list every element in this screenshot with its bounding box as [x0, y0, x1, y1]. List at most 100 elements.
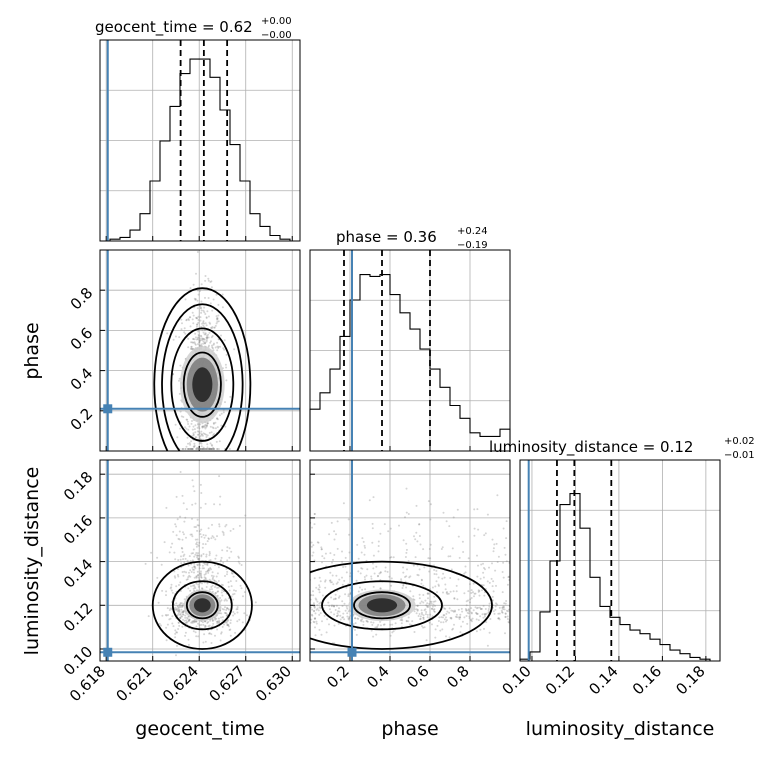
sample-point — [314, 617, 316, 620]
sample-point — [238, 618, 241, 621]
sample-point — [163, 541, 166, 544]
sample-point — [233, 589, 235, 592]
sample-point — [206, 424, 208, 427]
sample-point — [201, 329, 204, 332]
sample-point — [164, 614, 167, 616]
density-shade — [192, 367, 213, 403]
sample-point — [208, 632, 211, 635]
sample-point — [221, 608, 224, 610]
sample-point — [243, 591, 246, 594]
sample-point — [170, 586, 173, 589]
sample-point — [178, 336, 181, 339]
sample-point — [254, 601, 257, 604]
sample-point — [422, 618, 425, 621]
sample-point — [429, 503, 432, 506]
sample-point — [211, 578, 214, 581]
sample-point — [224, 606, 226, 609]
sample-point — [216, 620, 219, 623]
panel-geocent-time-hist — [99, 39, 301, 242]
sample-point — [217, 345, 220, 348]
sample-point — [488, 602, 491, 605]
sample-point — [194, 343, 197, 346]
sample-point — [433, 610, 436, 613]
sample-point — [169, 617, 172, 620]
sample-point — [360, 567, 363, 570]
sample-point — [189, 560, 192, 562]
sample-point — [216, 345, 219, 348]
sample-point — [506, 615, 509, 618]
sample-point — [501, 606, 504, 609]
sample-point — [436, 591, 438, 594]
sample-point — [352, 613, 355, 616]
x-tick-label: 0.12 — [542, 662, 578, 698]
sample-point — [318, 628, 321, 631]
sample-point — [179, 617, 182, 620]
sample-point — [311, 614, 314, 617]
sample-point — [416, 609, 419, 612]
sample-point — [178, 392, 181, 395]
sample-point — [211, 619, 214, 622]
sample-point — [198, 344, 201, 347]
sample-point — [198, 448, 201, 450]
sample-point — [464, 608, 467, 610]
sample-point — [228, 556, 231, 559]
panel-phase-vs-geocent-time — [99, 249, 301, 452]
sample-point — [198, 427, 201, 430]
sample-point — [202, 534, 205, 536]
sample-point — [194, 342, 197, 345]
sample-point — [175, 654, 177, 657]
sample-point — [216, 572, 219, 575]
sample-point — [454, 610, 457, 613]
sample-point — [344, 556, 347, 559]
sample-point — [189, 325, 192, 328]
sample-point — [341, 605, 344, 607]
sample-point — [434, 628, 437, 631]
sample-point — [189, 448, 192, 450]
sample-point — [209, 341, 212, 344]
sample-point — [187, 319, 190, 322]
histogram-marks — [309, 250, 511, 451]
sample-point — [444, 607, 447, 610]
sample-point — [180, 602, 183, 605]
sample-point — [218, 440, 221, 443]
sample-point — [360, 551, 363, 554]
sample-point — [174, 335, 177, 338]
sample-point — [443, 614, 446, 617]
sample-point — [220, 334, 222, 337]
sample-point — [368, 499, 371, 502]
sample-point — [476, 508, 479, 511]
sample-point — [405, 575, 408, 578]
sample-point — [318, 591, 321, 594]
sample-point — [233, 348, 236, 351]
sample-point — [198, 567, 201, 570]
sample-point — [446, 619, 448, 622]
sample-point — [389, 634, 392, 637]
sample-points — [310, 485, 510, 647]
sample-point — [175, 608, 178, 611]
sample-point — [321, 561, 323, 564]
sample-point — [204, 322, 207, 325]
sample-point — [202, 448, 205, 450]
sample-point — [466, 611, 469, 614]
sample-point — [361, 567, 364, 570]
sample-point — [321, 555, 324, 558]
x-tick-label: 0.10 — [498, 662, 534, 698]
sample-point — [196, 563, 199, 566]
sample-point — [342, 616, 345, 619]
sample-point — [483, 591, 486, 594]
sample-point — [214, 538, 217, 541]
sample-point — [436, 624, 439, 627]
sample-point — [330, 605, 333, 608]
sample-point — [491, 595, 494, 598]
sample-point — [204, 296, 206, 299]
sample-point — [362, 623, 365, 626]
sample-point — [355, 633, 358, 636]
panel-content — [310, 460, 510, 661]
sample-point — [448, 525, 451, 528]
sample-point — [202, 309, 205, 312]
sample-point — [195, 316, 198, 319]
sample-point — [200, 576, 203, 579]
sample-point — [349, 575, 352, 578]
sample-point — [179, 603, 182, 606]
sample-point — [190, 341, 193, 344]
